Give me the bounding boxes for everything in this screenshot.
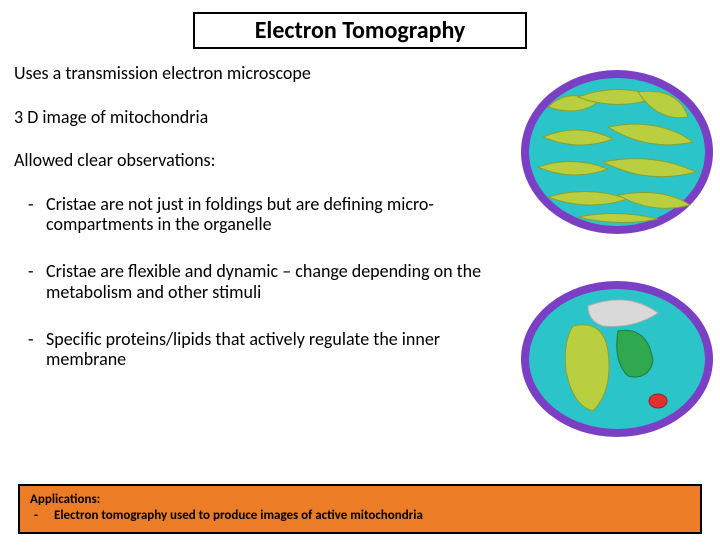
applications-list: Electron tomography used to produce imag… [30, 508, 690, 524]
page-title: Electron Tomography [255, 16, 466, 45]
list-item: Specific proteins/lipids that actively r… [28, 329, 509, 370]
mitochondrion-image-bottom [518, 271, 716, 441]
intro-para-2: 3 D image of mitochondria [14, 107, 509, 129]
title-container: Electron Tomography [193, 12, 528, 49]
intro-para-1: Uses a transmission electron microscope [14, 63, 509, 85]
text-column: Uses a transmission electron microscope … [14, 63, 509, 370]
list-item: Cristae are not just in foldings but are… [28, 194, 509, 235]
list-item: Electron tomography used to produce imag… [34, 508, 690, 524]
image-column [518, 67, 718, 475]
intro-para-3: Allowed clear observations: [14, 150, 509, 172]
list-item: Cristae are flexible and dynamic – chang… [28, 261, 509, 302]
applications-heading: Applications: [30, 492, 690, 507]
cell-illustration-icon [518, 67, 716, 237]
content-area: Uses a transmission electron microscope … [0, 63, 720, 370]
mitochondrion-image-top [518, 67, 716, 237]
cell-illustration-icon [518, 271, 716, 441]
applications-box: Applications: Electron tomography used t… [18, 484, 702, 534]
observations-list: Cristae are not just in foldings but are… [14, 194, 509, 370]
